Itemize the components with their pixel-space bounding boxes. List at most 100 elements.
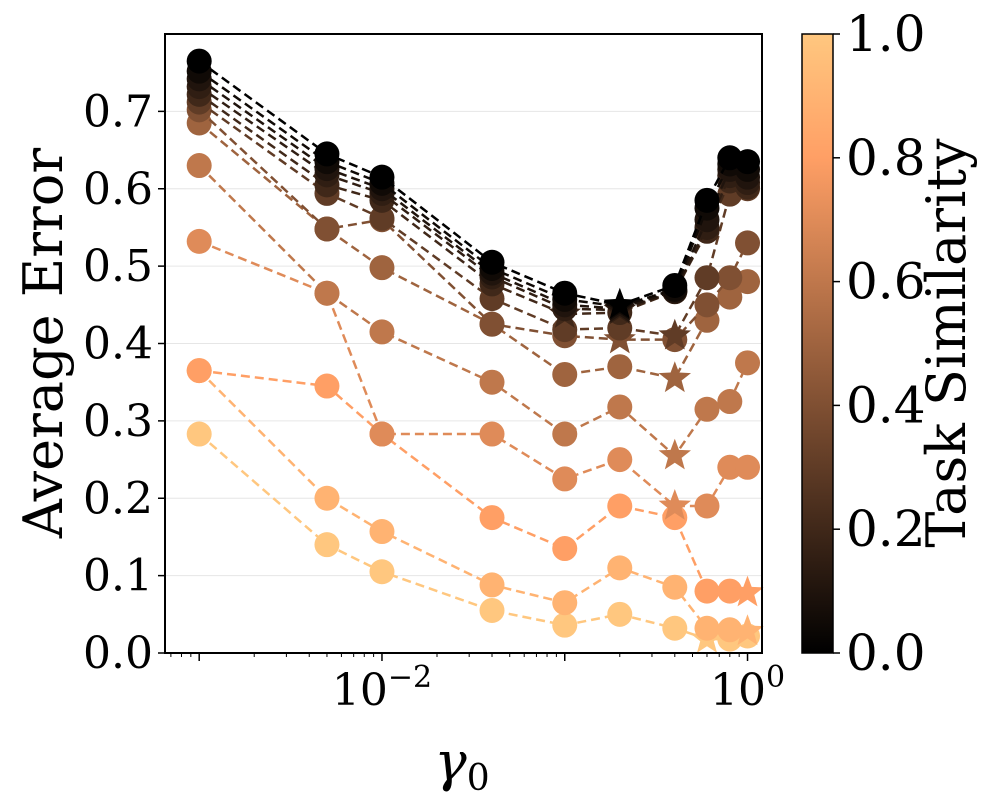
x-axis-label: γ0: [434, 730, 489, 798]
series-10-point-0: [186, 358, 212, 384]
series-line-8: [198, 164, 749, 458]
series-10-point-5: [607, 493, 633, 519]
series-11-point-6: [662, 574, 688, 600]
series-0-point-7: [694, 187, 720, 213]
y-tick-label-2: 0.2: [83, 473, 153, 524]
series-8-point-3: [479, 369, 505, 395]
series-11-point-5: [607, 555, 633, 581]
series-11-point-1: [314, 485, 340, 511]
series-6-point-7: [694, 292, 720, 318]
x-tick-exponent-0: −2: [388, 660, 432, 695]
x-tick-exponent-1: 0: [766, 660, 785, 695]
y-axis-label: Average Error: [12, 148, 75, 540]
series-8-point-2: [369, 319, 395, 345]
series-6-point-3: [479, 311, 505, 337]
series-9-min-star: [658, 489, 691, 520]
series-8-point-4: [552, 421, 578, 447]
series-11-point-4: [552, 590, 578, 616]
series-10-point-3: [479, 505, 505, 531]
series-line-0: [198, 60, 748, 307]
series-9-point-0: [186, 228, 212, 254]
series-11-point-2: [369, 519, 395, 545]
series-0-point-6: [662, 272, 688, 298]
series-line-4: [198, 93, 748, 316]
y-tick-label-4: 0.4: [83, 319, 153, 370]
series-8-point-7: [694, 396, 720, 422]
series-10-point-7: [694, 578, 720, 604]
series-12-point-5: [607, 601, 633, 627]
series-0-point-4: [552, 280, 578, 306]
series-line-7: [198, 122, 749, 380]
series-8-point-1: [314, 280, 340, 306]
x-tick-base-1: 10: [710, 665, 766, 716]
colorbar: [801, 33, 834, 654]
series-line-12: [198, 433, 748, 641]
colorbar-ticks: 0.0 0.2 0.4 0.6 0.8 1.0: [833, 5, 926, 682]
colorbar-tick-label-0: 0.0: [846, 624, 926, 682]
x-tick-base-0: 10: [332, 665, 388, 716]
series-8: [186, 153, 761, 470]
colorbar-tick-label-2: 0.4: [846, 376, 926, 434]
series-7-point-2: [369, 255, 395, 281]
series-line-11: [198, 369, 748, 633]
series-line-1: [198, 70, 748, 308]
colorbar-tick-label-5: 1.0: [846, 5, 926, 63]
colorbar-tick-label-4: 0.8: [846, 129, 926, 187]
series-8-point-0: [186, 153, 212, 179]
series-7-min-star: [658, 361, 691, 393]
series-0-point-1: [314, 141, 340, 167]
series-5-point-2: [369, 205, 395, 231]
colorbar-label: Task Similarity: [915, 138, 978, 548]
series-8-point-9: [735, 350, 761, 376]
series-line-2: [198, 77, 749, 310]
series-line-5: [198, 101, 748, 338]
series-12-point-4: [552, 612, 578, 638]
series-11-point-3: [479, 572, 505, 598]
series-12-point-0: [186, 421, 212, 447]
series-0-point-0: [186, 48, 212, 74]
y-tick-label-6: 0.6: [83, 164, 153, 215]
series-9-point-2: [369, 421, 395, 447]
series-10-point-1: [314, 373, 340, 399]
series-12-point-3: [479, 597, 505, 623]
series-6-point-8: [717, 265, 743, 291]
y-tick-label-5: 0.5: [83, 241, 153, 292]
x-axis-ticks: 10−2 100: [170, 653, 785, 716]
y-tick-label-3: 0.3: [83, 396, 153, 447]
series-9-point-7: [694, 493, 720, 519]
series-12-point-1: [314, 532, 340, 558]
series-12-point-2: [369, 559, 395, 585]
series-10-point-8: [717, 578, 743, 604]
colorbar-tick-label-1: 0.2: [846, 500, 926, 558]
series-0-point-9: [735, 149, 761, 175]
series-9-point-4: [552, 466, 578, 492]
y-tick-label-1: 0.1: [83, 551, 153, 602]
series-line-10: [199, 369, 748, 594]
series-11-point-8: [717, 617, 743, 643]
x-axis-label-main: γ: [434, 730, 467, 793]
series-0-point-2: [369, 164, 395, 190]
y-tick-label-0: 0.0: [83, 628, 153, 679]
series-5-min-star: [658, 318, 691, 350]
series-0-point-3: [479, 249, 505, 275]
series-layer: [186, 48, 764, 653]
series-6-point-9: [735, 230, 761, 256]
y-axis-ticks: 0.0 0.1 0.2 0.3 0.4 0.5 0.6 0.7: [83, 86, 165, 679]
series-10-min-star: [731, 575, 764, 607]
colorbar-tick-label-3: 0.6: [846, 253, 926, 311]
series-9-point-8: [717, 454, 743, 480]
x-tick-label-0: 10−2: [332, 660, 432, 716]
grid-lines: [165, 110, 762, 577]
y-tick-label-7: 0.7: [83, 86, 153, 137]
series-7-point-4: [552, 361, 578, 387]
series-12-point-6: [662, 615, 688, 641]
series-6-point-1: [314, 216, 340, 242]
series-11-min-star: [731, 614, 764, 646]
series-0-min-star: [603, 287, 636, 319]
series-8-min-star: [658, 438, 691, 470]
x-axis-label-subscript: 0: [467, 758, 490, 798]
series-line-6: [198, 108, 749, 341]
series-10-point-4: [552, 536, 578, 562]
series-9-point-3: [479, 421, 505, 447]
